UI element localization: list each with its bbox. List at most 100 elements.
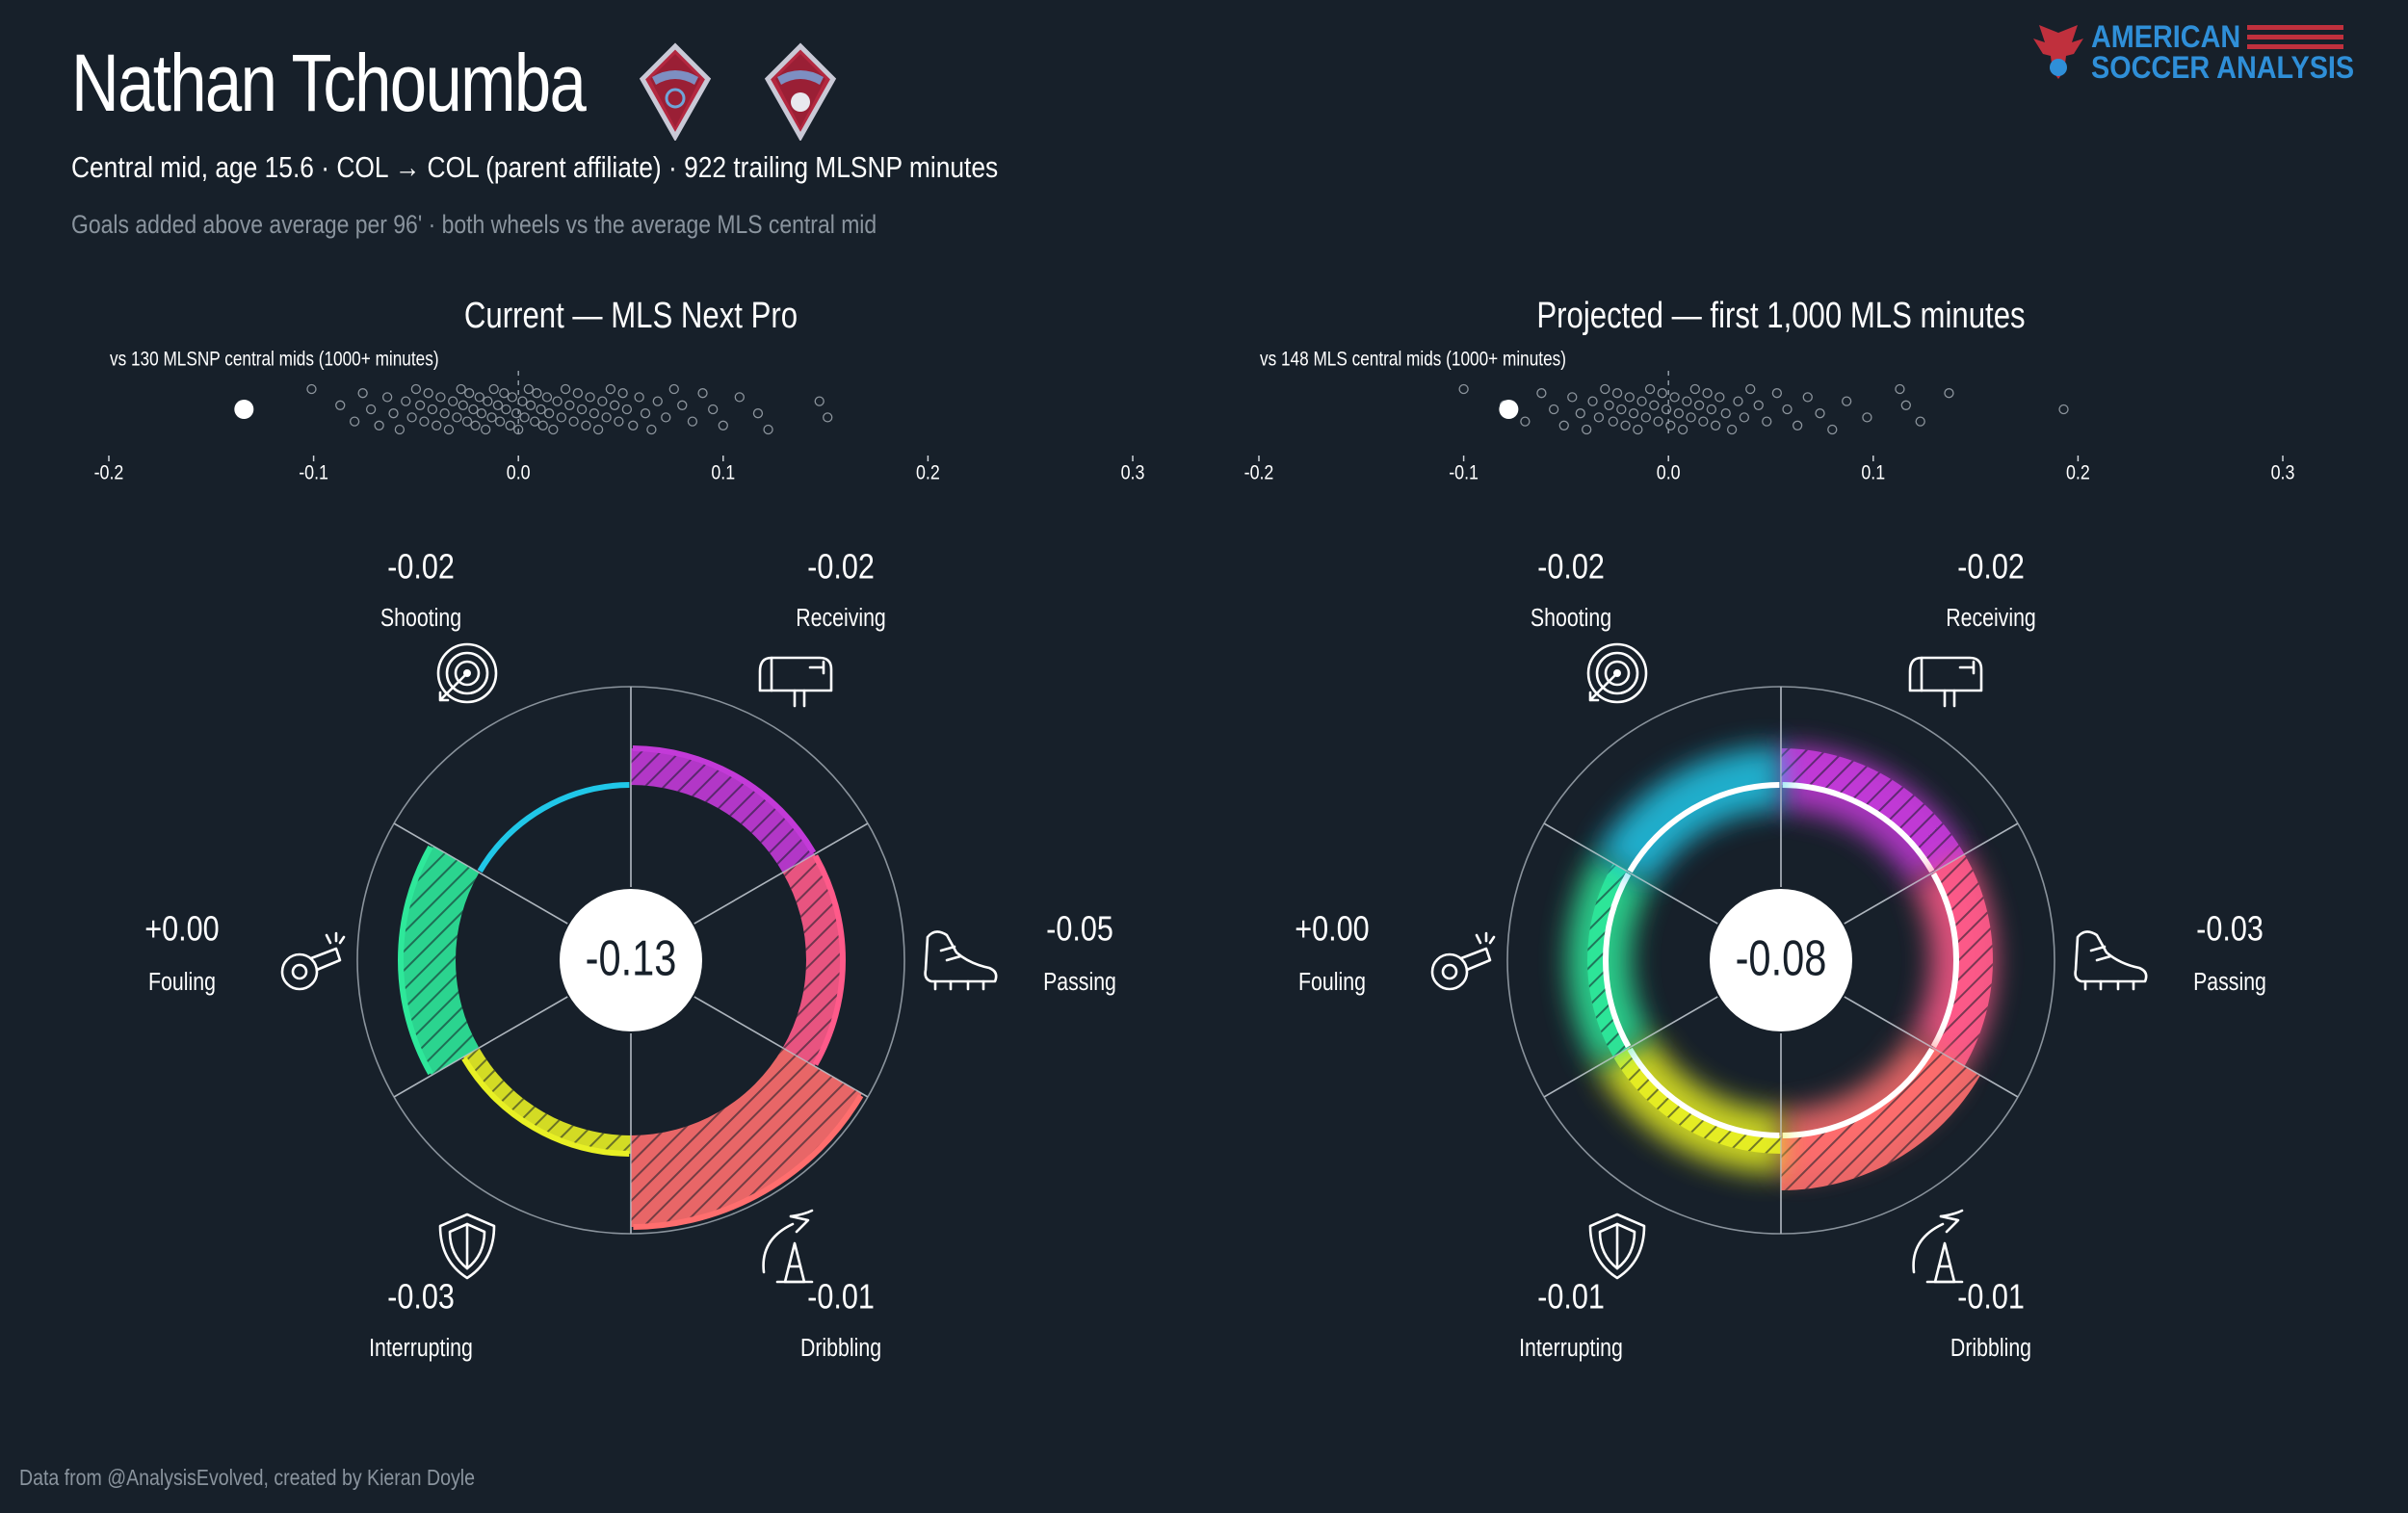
- population-point: [1582, 424, 1592, 435]
- total-circle: [560, 889, 702, 1031]
- mailbox-icon-stroke: [793, 689, 806, 708]
- cleat-icon-stroke: [933, 979, 985, 991]
- population-point: [388, 408, 399, 419]
- population-point: [486, 412, 497, 423]
- population-point: [1792, 420, 1803, 430]
- population-point: [1636, 396, 1647, 406]
- population-point: [1710, 420, 1721, 430]
- whistle-icon-stroke: [1459, 947, 1492, 972]
- sector-arc-dribbling: [461, 1056, 630, 1157]
- population-point: [1520, 416, 1531, 427]
- whistle-body: [280, 952, 319, 991]
- sector-arc-fouling: [477, 782, 630, 874]
- population-point: [823, 412, 833, 423]
- population-point: [1753, 400, 1764, 410]
- population-point: [1620, 420, 1631, 430]
- player-point: [1499, 400, 1519, 419]
- sector-divider-overlay: [1543, 822, 1718, 925]
- population-point: [1915, 416, 1925, 427]
- sector-divider-overlay: [1844, 996, 2019, 1098]
- shield-icon-stroke: [1588, 1213, 1646, 1280]
- population-point: [427, 404, 438, 415]
- population-point: [589, 408, 600, 419]
- population-point: [394, 424, 406, 435]
- population-point: [1862, 412, 1872, 423]
- whistle-hole: [1441, 963, 1458, 980]
- sector-hatch-dribbling: [1612, 1048, 1781, 1154]
- population-point: [494, 416, 506, 427]
- target-icon: [436, 642, 498, 704]
- cleat-icon-stroke: [924, 930, 998, 983]
- population-point: [592, 424, 604, 435]
- whistle-hole: [291, 963, 308, 980]
- player-point: [234, 400, 254, 419]
- population-point: [419, 416, 430, 427]
- population-point: [564, 400, 575, 410]
- population-point: [1682, 396, 1692, 406]
- cone-icon-stroke: [789, 1209, 814, 1218]
- population-point: [357, 388, 368, 399]
- population-point: [443, 424, 455, 435]
- population-point: [585, 392, 595, 403]
- axis-tick-label: -0.1: [299, 461, 328, 484]
- population-point: [1673, 408, 1684, 419]
- population-point: [634, 392, 644, 403]
- population-point: [536, 404, 546, 415]
- population-point: [1665, 420, 1676, 430]
- sector-hatch-interrupting: [401, 845, 480, 1076]
- mailbox-icon-stroke: [808, 660, 825, 675]
- sector-hatch-receiving: [1932, 854, 1994, 1066]
- population-point: [1702, 388, 1713, 399]
- population-point: [470, 420, 481, 430]
- whistle-icon: [1430, 931, 1496, 991]
- population-point: [543, 408, 555, 419]
- category-label-fouling: Fouling: [1298, 968, 1366, 997]
- population-point: [1624, 392, 1635, 403]
- category-value-interrupting: -0.03: [387, 1278, 455, 1317]
- population-point: [530, 416, 540, 427]
- population-point: [708, 404, 719, 415]
- sector-arc-passing: [633, 1094, 864, 1230]
- category-value-receiving: -0.02: [807, 548, 875, 587]
- population-point: [568, 416, 579, 427]
- population-point: [456, 383, 466, 395]
- cleat-icon: [2074, 930, 2148, 991]
- population-point: [505, 420, 515, 430]
- population-point: [1653, 416, 1663, 427]
- category-value-receiving: -0.02: [1957, 548, 2025, 587]
- population-point: [365, 404, 377, 415]
- axis-tick-label: 0.1: [711, 461, 735, 484]
- comparison-label: vs 148 MLS central mids (1000+ minutes): [1260, 349, 1566, 371]
- axis-tick-label: -0.2: [1244, 461, 1274, 484]
- sector-hatch-shooting: [631, 748, 815, 873]
- population-point: [1558, 420, 1569, 430]
- cleat-icon: [924, 930, 998, 991]
- population-point: [410, 383, 422, 395]
- population-point: [537, 420, 548, 430]
- colorado-rapids-crest: [639, 42, 712, 141]
- population-point: [1608, 416, 1618, 427]
- population-point: [609, 400, 620, 410]
- population-point: [1640, 412, 1651, 423]
- population-point: [646, 424, 657, 435]
- category-label-passing: Passing: [2193, 968, 2266, 997]
- mailbox-icon-stroke: [1958, 660, 1976, 675]
- population-point: [1745, 383, 1756, 395]
- population-point: [474, 392, 484, 403]
- population-point: [532, 388, 542, 399]
- cone-icon-stroke: [1912, 1222, 1945, 1274]
- population-point: [1693, 400, 1705, 410]
- axis-tick-label: 0.3: [1121, 461, 1145, 484]
- population-point: [1458, 383, 1469, 395]
- population-point: [458, 400, 468, 410]
- population-point: [1720, 408, 1731, 419]
- population-point: [507, 392, 517, 403]
- population-point: [523, 383, 534, 395]
- cone-icon: [762, 1209, 814, 1284]
- population-point: [556, 412, 566, 423]
- cone-icon-stroke: [789, 1214, 810, 1234]
- eagle-icon: [2032, 25, 2083, 79]
- population-point: [468, 404, 479, 415]
- target-icon-ring: [1604, 660, 1631, 687]
- category-label-dribbling: Dribbling: [800, 1334, 881, 1363]
